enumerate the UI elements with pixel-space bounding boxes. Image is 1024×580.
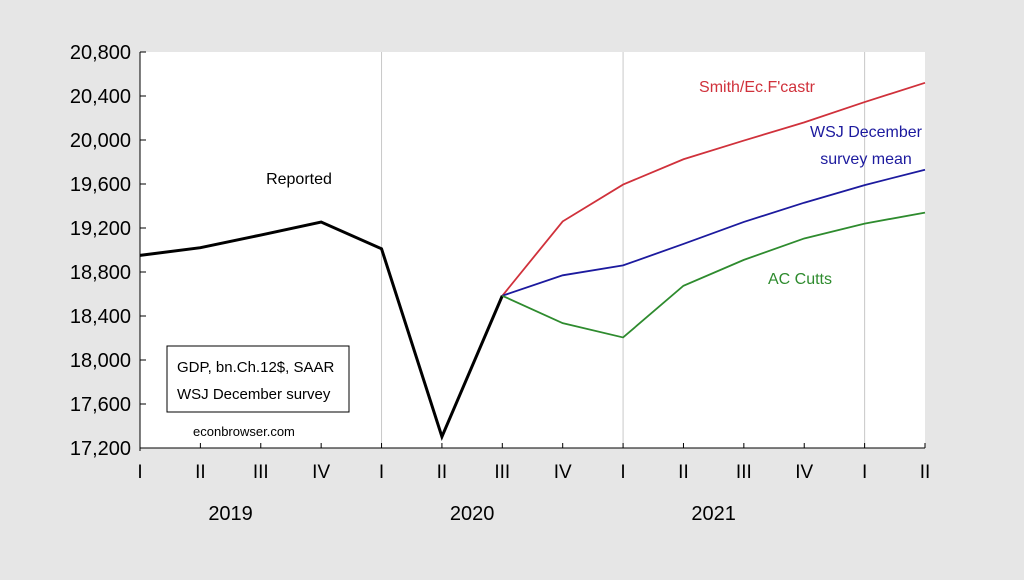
series-line (501, 81, 926, 297)
y-tick-label: 18,800 (70, 262, 131, 284)
y-tick-label: 20,400 (70, 86, 131, 108)
y-tick-label: 19,600 (70, 174, 131, 196)
series-line (502, 168, 926, 297)
series-line (139, 220, 504, 441)
y-tick-label: 17,200 (70, 438, 131, 460)
series-label: Reported (266, 171, 332, 188)
x-tick-label: I (862, 462, 867, 483)
x-tick-label: II (678, 462, 689, 483)
x-tick-label: III (736, 462, 752, 483)
series-label: Smith/Ec.F'castr (699, 79, 816, 96)
x-tick-label: II (195, 462, 206, 483)
year-label: 2020 (450, 503, 495, 525)
watermark: econbrowser.com (193, 424, 295, 439)
x-tick-label: I (379, 462, 384, 483)
year-label: 2019 (208, 503, 253, 525)
x-tick-label: IV (312, 462, 330, 483)
x-tick-label: III (494, 462, 510, 483)
series-label: survey mean (820, 151, 912, 168)
y-tick-label: 19,200 (70, 218, 131, 240)
y-tick-label: 18,000 (70, 350, 131, 372)
x-tick-label: I (620, 462, 625, 483)
series-label: AC Cutts (768, 271, 832, 288)
x-tick-label: II (437, 462, 448, 483)
x-tick-label: IV (554, 462, 572, 483)
legend-text: GDP, bn.Ch.12$, SAAR (177, 359, 334, 376)
legend-box (166, 345, 350, 413)
x-tick-label: I (137, 462, 142, 483)
y-tick-label: 18,400 (70, 306, 131, 328)
series-line (501, 211, 926, 339)
x-tick-label: III (253, 462, 269, 483)
x-tick-label: IV (795, 462, 813, 483)
year-label: 2021 (691, 503, 736, 525)
y-tick-label: 20,800 (70, 42, 131, 64)
y-tick-label: 17,600 (70, 394, 131, 416)
y-tick-label: 20,000 (70, 130, 131, 152)
series-label: WSJ December (810, 124, 923, 141)
x-tick-label: II (920, 462, 931, 483)
legend-text: WSJ December survey (177, 386, 331, 403)
